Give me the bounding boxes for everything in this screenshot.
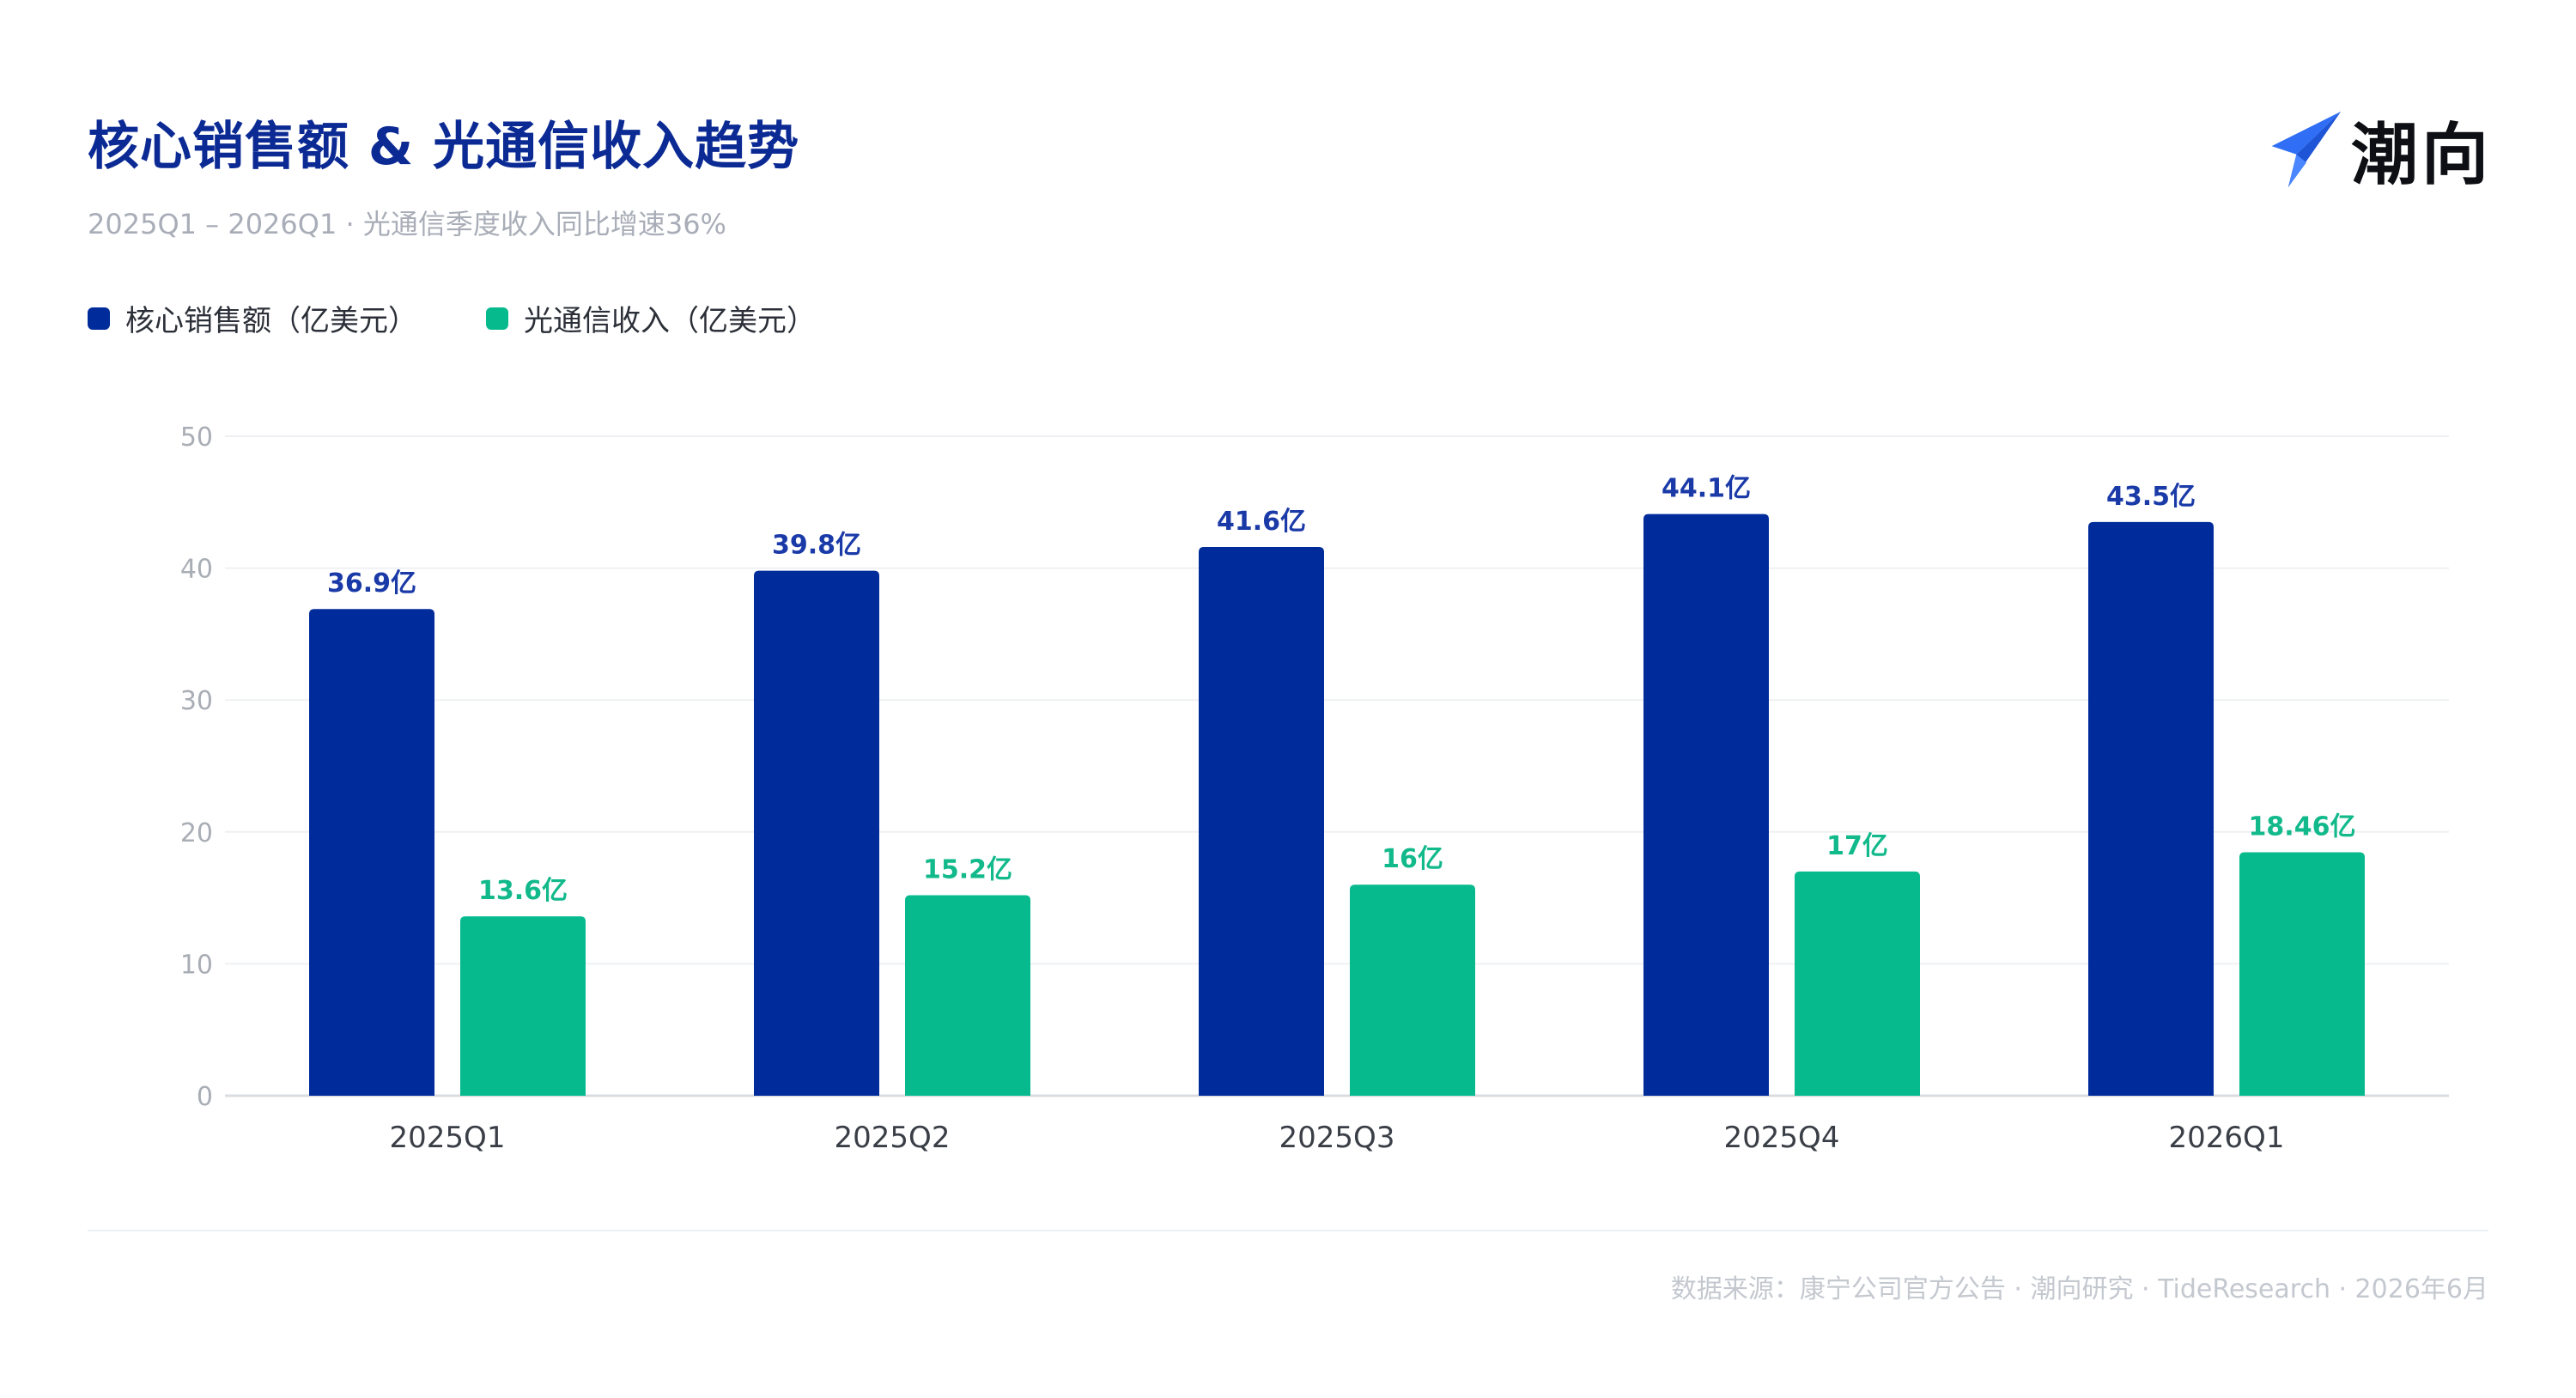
core-sales-bar xyxy=(1199,547,1324,1096)
optical-revenue-data-label: 18.46亿 xyxy=(2249,811,2356,842)
y-tick-label: 30 xyxy=(180,686,213,716)
legend-item-core-sales: 核心销售额（亿美元） xyxy=(88,297,417,339)
core-sales-bar xyxy=(2088,521,2214,1096)
data-source-note: 数据来源：康宁公司官方公告 · 潮向研究 · TideResearch · 20… xyxy=(1670,1274,2488,1304)
x-tick-label: 2025Q4 xyxy=(1724,1121,1840,1155)
optical-revenue-bar xyxy=(1350,884,1475,1096)
optical-revenue-bar xyxy=(460,916,586,1096)
core-sales-bar xyxy=(309,609,434,1096)
y-tick-label: 40 xyxy=(180,555,213,585)
x-tick-label: 2025Q1 xyxy=(390,1121,506,1155)
legend-swatch-core-sales xyxy=(88,307,110,330)
y-tick-label: 50 xyxy=(180,422,213,453)
legend-label-core-sales: 核心销售额（亿美元） xyxy=(125,304,417,338)
core-sales-data-label: 41.6亿 xyxy=(1217,507,1306,537)
core-sales-data-label: 36.9亿 xyxy=(327,568,416,599)
y-tick-label: 10 xyxy=(180,950,213,980)
optical-revenue-bar xyxy=(905,895,1030,1096)
x-tick-label: 2025Q3 xyxy=(1279,1121,1395,1155)
core-sales-data-label: 43.5亿 xyxy=(2106,482,2196,512)
legend-label-optical: 光通信收入（亿美元） xyxy=(524,304,816,338)
optical-revenue-data-label: 16亿 xyxy=(1382,844,1443,874)
footer-divider xyxy=(88,1230,2488,1231)
x-tick-label: 2025Q2 xyxy=(835,1121,951,1155)
chart-title: 核心销售额 & 光通信收入趋势 xyxy=(88,117,800,177)
legend-swatch-optical xyxy=(486,307,508,330)
optical-revenue-bar xyxy=(2239,852,2365,1096)
y-tick-label: 20 xyxy=(180,818,213,848)
paper-plane-icon xyxy=(2271,111,2342,188)
bar-chart: 0 10 20 30 40 50 36.9亿 13.6亿 2025Q1 39.8亿 15.2亿 202… xyxy=(180,422,2449,1155)
core-sales-data-label: 39.8亿 xyxy=(772,531,861,561)
core-sales-data-label: 44.1亿 xyxy=(1662,474,1751,504)
chart-legend: 核心销售额（亿美元） 光通信收入（亿美元） xyxy=(88,297,884,339)
x-tick-label: 2026Q1 xyxy=(2169,1121,2285,1155)
brand-name: 潮向 xyxy=(2350,117,2492,194)
optical-revenue-data-label: 13.6亿 xyxy=(478,876,568,906)
core-sales-bar xyxy=(754,570,879,1096)
optical-revenue-data-label: 17亿 xyxy=(1826,831,1888,861)
brand-logo: 潮向 xyxy=(2263,101,2492,198)
optical-revenue-data-label: 15.2亿 xyxy=(923,855,1012,885)
y-tick-label: 0 xyxy=(197,1082,213,1112)
optical-revenue-bar xyxy=(1795,871,1920,1096)
chart-subtitle: 2025Q1 – 2026Q1 · 光通信季度收入同比增速36% xyxy=(88,208,726,240)
core-sales-bar xyxy=(1643,514,1769,1096)
legend-item-optical: 光通信收入（亿美元） xyxy=(486,297,816,339)
